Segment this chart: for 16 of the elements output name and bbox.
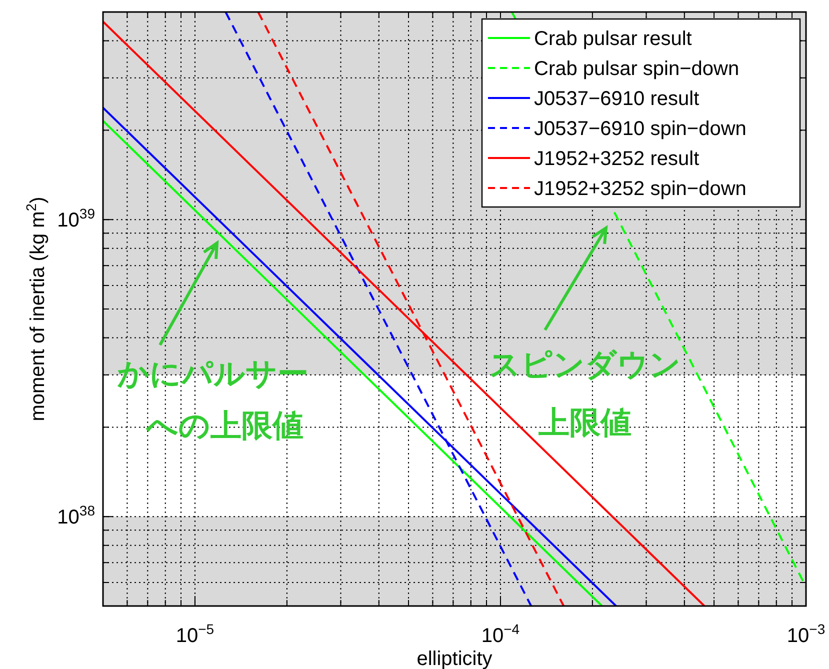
legend-label: Crab pulsar result <box>534 28 692 50</box>
x-tick-label: 10$^{−3}$ <box>786 621 826 647</box>
annotation: かにパルサー <box>116 356 308 391</box>
x-tick-label: 10$^{−4}$ <box>481 621 520 647</box>
annotation: への上限値 <box>146 408 304 443</box>
annotation: 上限値 <box>538 405 632 440</box>
legend-label: J0537−6910 spin−down <box>534 118 746 140</box>
legend-label: J1952+3252 result <box>534 148 700 170</box>
x-axis-title: ellipticity <box>416 648 492 669</box>
legend-label: J1952+3252 spin−down <box>534 178 746 200</box>
annotation: スピンダウン <box>489 347 681 382</box>
legend-label: J0537−6910 result <box>534 88 700 110</box>
x-tick-label: 10$^{−5}$ <box>176 621 214 647</box>
legend-label: Crab pulsar spin−down <box>534 58 740 80</box>
y-tick-label: 10$^{39}$ <box>57 206 96 232</box>
y-tick-label: 10$^{38}$ <box>57 502 96 529</box>
